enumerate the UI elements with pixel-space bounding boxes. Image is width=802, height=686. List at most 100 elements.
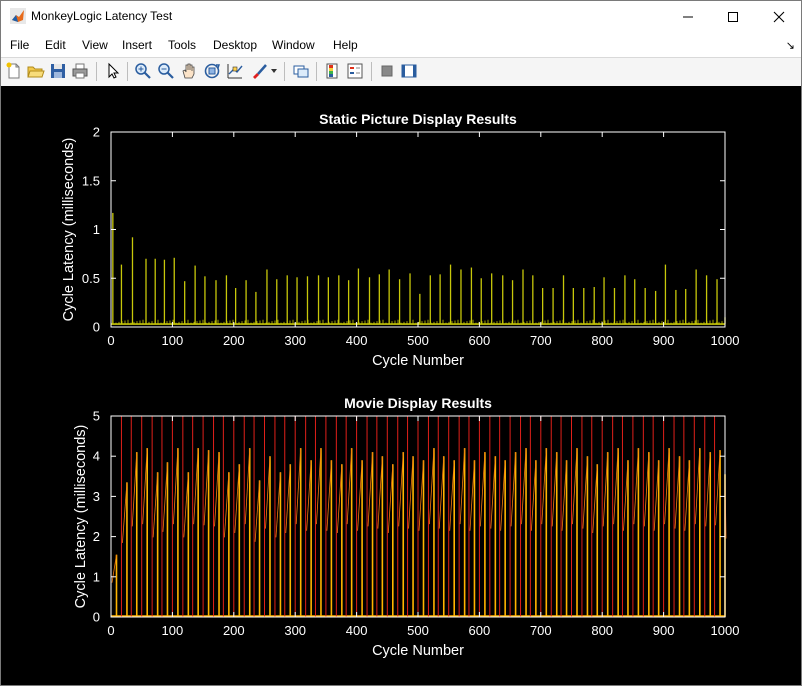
- x-tick-label: 1000: [711, 333, 740, 348]
- toolbar-separator: [316, 62, 317, 81]
- y-tick-label: 4: [93, 449, 100, 464]
- save-icon[interactable]: [49, 62, 67, 80]
- maximize-button[interactable]: [710, 1, 756, 32]
- menu-insert[interactable]: Insert: [122, 38, 153, 52]
- y-tick-label: 1: [93, 569, 100, 584]
- menu-edit[interactable]: Edit: [45, 38, 66, 52]
- x-tick-label: 900: [653, 333, 675, 348]
- ramp-mark: [265, 456, 271, 529]
- open-file-icon[interactable]: [27, 62, 45, 80]
- minimize-button[interactable]: [665, 1, 711, 32]
- window-title: MonkeyLogic Latency Test: [31, 9, 173, 23]
- pan-icon[interactable]: [180, 62, 198, 80]
- x-tick-label: 500: [407, 333, 429, 348]
- close-button[interactable]: [756, 1, 801, 32]
- ramp-mark: [561, 460, 567, 531]
- x-tick-label: 300: [284, 333, 306, 348]
- title-bar[interactable]: MonkeyLogic Latency Test: [1, 1, 801, 32]
- ramp-mark: [275, 472, 281, 538]
- plot-canvas: 0 100 200 300 400 500 600 700 800 900 100000.511.5…: [61, 111, 740, 659]
- zoom-out-icon[interactable]: [157, 62, 175, 80]
- ramp-mark: [653, 460, 660, 531]
- ramp-mark: [214, 452, 220, 527]
- x-tick-label: 1000: [711, 623, 740, 638]
- toolbar-separator: [284, 62, 285, 81]
- x-axis-label: Cycle Number: [372, 353, 464, 369]
- menu-desktop[interactable]: Desktop: [213, 38, 258, 52]
- ramp-mark: [613, 448, 619, 525]
- ramp-mark: [521, 448, 527, 525]
- x-tick-label: 100: [162, 333, 184, 348]
- ramp-mark: [715, 450, 721, 526]
- menu-view[interactable]: View: [82, 38, 108, 52]
- ramp-mark: [694, 448, 701, 525]
- y-tick-label: 0: [93, 320, 100, 335]
- ramp-mark: [306, 460, 312, 531]
- ramp-mark: [643, 452, 650, 527]
- ramp-mark: [510, 452, 516, 527]
- ramp-mark: [295, 448, 302, 525]
- y-tick-label: 5: [93, 409, 100, 424]
- figure-toolbar: [1, 57, 801, 87]
- x-tick-label: 800: [591, 333, 613, 348]
- link-plot-icon[interactable]: [292, 62, 310, 80]
- dock-arrow-icon[interactable]: ↘: [785, 40, 795, 52]
- rotate-3d-icon[interactable]: [203, 62, 221, 80]
- brush-icon[interactable]: [250, 62, 268, 80]
- print-icon[interactable]: [71, 62, 89, 80]
- ramp-mark: [490, 456, 496, 529]
- hide-plot-tools-icon[interactable]: [378, 62, 396, 80]
- ramp-mark: [173, 448, 179, 525]
- ramp-mark: [254, 480, 260, 542]
- x-tick-label: 0: [107, 333, 114, 348]
- menu-file[interactable]: File: [10, 38, 30, 52]
- ramp-mark: [602, 452, 609, 527]
- menu-window[interactable]: Window: [272, 38, 315, 52]
- ramp-mark: [193, 448, 199, 525]
- ramp-mark: [674, 456, 680, 529]
- ramp-mark: [418, 460, 424, 531]
- ramp-mark: [530, 460, 537, 531]
- data-cursor-icon[interactable]: [226, 62, 244, 80]
- x-tick-label: 300: [284, 623, 306, 638]
- chart-title: Movie Display Results: [344, 395, 492, 411]
- legend-icon[interactable]: [346, 62, 364, 80]
- ramp-mark: [326, 460, 332, 531]
- pointer-icon[interactable]: [104, 62, 122, 80]
- ramp-mark: [480, 452, 486, 527]
- x-tick-label: 900: [653, 623, 675, 638]
- axes-2: [110, 415, 727, 618]
- toolbar-separator: [371, 62, 372, 81]
- ramp-mark: [633, 448, 639, 525]
- figure-canvas[interactable]: 0 100 200 300 400 500 600 700 800 900 1000 0 0.5 1 1.5…: [1, 86, 801, 685]
- ramp-mark: [162, 462, 168, 532]
- close-icon: [773, 11, 785, 22]
- y-tick-label: 3: [93, 489, 100, 504]
- minimize-icon: [683, 16, 693, 17]
- y-tick-label: 1: [93, 222, 100, 237]
- ramp-mark: [367, 452, 373, 527]
- ramp-mark: [623, 460, 629, 531]
- new-figure-icon[interactable]: [5, 62, 23, 80]
- show-plot-tools-icon[interactable]: [400, 62, 418, 80]
- ramp-mark: [244, 448, 251, 525]
- colorbar-icon[interactable]: [323, 62, 341, 80]
- ramp-mark: [541, 448, 547, 525]
- brush-dropdown-icon[interactable]: [269, 66, 279, 76]
- x-tick-label: 600: [469, 333, 491, 348]
- zoom-in-icon[interactable]: [134, 62, 152, 80]
- x-tick-label: 400: [346, 623, 368, 638]
- y-axis-label: Cycle Latency (milliseconds): [61, 138, 77, 322]
- ramp-mark: [223, 472, 230, 538]
- chart-title: Static Picture Display Results: [319, 111, 517, 127]
- x-tick-label: 400: [346, 333, 368, 348]
- x-tick-label: 200: [223, 333, 245, 348]
- ramp-mark: [234, 464, 240, 534]
- menu-help[interactable]: Help: [333, 38, 358, 52]
- ramp-mark: [459, 448, 466, 525]
- ramp-mark: [152, 472, 159, 538]
- y-tick-label: 0.5: [82, 271, 100, 286]
- x-tick-label: 600: [469, 623, 491, 638]
- menu-tools[interactable]: Tools: [168, 38, 197, 52]
- toolbar-separator: [127, 62, 128, 81]
